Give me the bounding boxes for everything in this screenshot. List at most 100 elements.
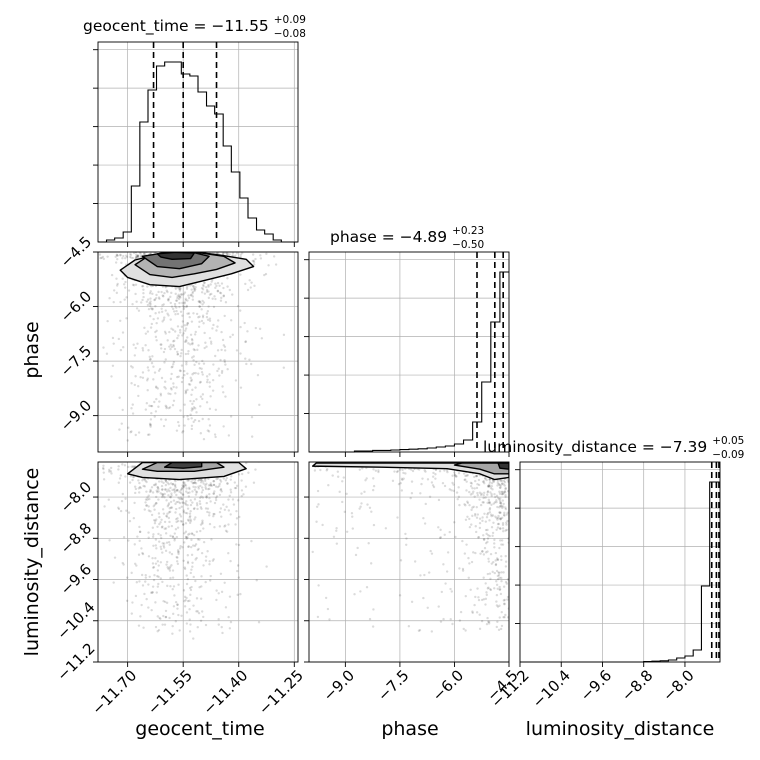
density-geocent-time-vs-luminosity-distance-sample-point — [194, 485, 197, 489]
density-geocent-time-vs-phase-sample-point — [199, 380, 202, 384]
density-phase-vs-luminosity-distance-contour-level — [497, 462, 509, 470]
density-phase-vs-luminosity-distance-sample-point — [537, 484, 539, 486]
density-geocent-time-vs-phase-sample-point — [178, 328, 182, 332]
density-phase-vs-luminosity-distance-sample-point — [472, 490, 475, 493]
density-geocent-time-vs-luminosity-distance-sample-point — [201, 522, 204, 525]
density-geocent-time-vs-luminosity-distance-sample-point — [175, 489, 178, 493]
density-phase-vs-luminosity-distance-sample-point — [515, 560, 517, 562]
density-geocent-time-vs-luminosity-distance-sample-point — [186, 512, 189, 515]
density-geocent-time-vs-phase-sample-point — [196, 247, 198, 249]
density-phase-vs-luminosity-distance-sample-point — [498, 604, 501, 607]
density-phase-vs-luminosity-distance-sample-point — [527, 499, 529, 501]
density-geocent-time-vs-phase-sample-point — [164, 418, 167, 421]
density-geocent-time-vs-luminosity-distance-sample-point — [265, 565, 268, 568]
density-geocent-time-vs-luminosity-distance-sample-point — [169, 486, 172, 490]
density-geocent-time-vs-phase-sample-point — [231, 333, 235, 336]
density-phase-vs-luminosity-distance-sample-point — [499, 592, 503, 596]
density-phase-vs-luminosity-distance-sample-point — [487, 534, 490, 537]
density-geocent-time-vs-luminosity-distance-sample-point — [202, 615, 205, 619]
density-phase-vs-luminosity-distance-sample-point — [351, 527, 354, 530]
density-geocent-time-vs-luminosity-distance-sample-point — [178, 547, 182, 550]
density-geocent-time-vs-phase-sample-point — [174, 392, 177, 395]
density-phase-vs-luminosity-distance-sample-point — [530, 511, 532, 513]
density-phase-vs-luminosity-distance-sample-point — [423, 522, 427, 525]
density-geocent-time-vs-phase-sample-point — [191, 295, 195, 298]
density-geocent-time-vs-phase-sample-point — [93, 260, 95, 262]
density-phase-vs-luminosity-distance-sample-point — [497, 628, 501, 632]
density-geocent-time-vs-phase-sample-point — [134, 283, 138, 286]
density-geocent-time-vs-phase-sample-point — [117, 337, 121, 341]
density-geocent-time-vs-luminosity-distance-sample-point — [151, 585, 155, 588]
density-geocent-time-vs-luminosity-distance-sample-point — [211, 559, 215, 562]
density-phase-vs-luminosity-distance-sample-point — [494, 515, 497, 518]
density-phase-vs-luminosity-distance-sample-point — [502, 483, 505, 486]
density-phase-vs-luminosity-distance-sample-point — [461, 567, 465, 571]
density-phase-vs-luminosity-distance-sample-point — [504, 529, 507, 532]
density-geocent-time-vs-phase-sample-point — [137, 384, 140, 388]
density-phase-vs-luminosity-distance-sample-point — [476, 513, 480, 516]
density-geocent-time-vs-phase-sample-point — [180, 348, 183, 352]
density-phase-vs-luminosity-distance-sample-point — [395, 470, 399, 474]
density-geocent-time-vs-phase-sample-point — [111, 364, 115, 367]
density-geocent-time-vs-luminosity-distance-sample-point — [133, 501, 136, 505]
density-geocent-time-vs-luminosity-distance-sample-point — [197, 479, 200, 482]
density-geocent-time-vs-luminosity-distance-sample-point — [112, 581, 115, 584]
density-geocent-time-vs-luminosity-distance-sample-point — [154, 625, 158, 629]
density-phase-vs-luminosity-distance-sample-point — [500, 504, 503, 508]
density-geocent-time-vs-luminosity-distance-sample-point — [183, 595, 187, 599]
density-geocent-time-vs-luminosity-distance-sample-point — [235, 484, 239, 488]
density-geocent-time-vs-phase-sample-point — [201, 359, 204, 363]
density-phase-vs-luminosity-distance-sample-point — [422, 516, 425, 520]
density-geocent-time-vs-luminosity-distance-sample-point — [162, 544, 165, 547]
density-phase-vs-luminosity-distance-sample-point — [505, 582, 509, 585]
density-geocent-time-vs-phase-sample-point — [115, 254, 119, 257]
density-phase-vs-luminosity-distance-sample-point — [481, 550, 484, 553]
density-geocent-time-vs-luminosity-distance-sample-point — [171, 535, 175, 538]
density-geocent-time-vs-phase-sample-point — [146, 366, 150, 369]
density-geocent-time-vs-luminosity-distance-sample-point — [223, 581, 226, 584]
density-geocent-time-vs-luminosity-distance-sample-point — [184, 502, 187, 505]
density-geocent-time-vs-luminosity-distance-sample-point — [195, 597, 199, 600]
density-geocent-time-vs-luminosity-distance-sample-point — [182, 523, 185, 526]
density-geocent-time-vs-luminosity-distance-sample-point — [182, 510, 186, 514]
density-phase-vs-luminosity-distance-sample-point — [506, 595, 509, 599]
density-phase-vs-luminosity-distance-sample-point — [484, 603, 487, 606]
x-axis-geocent-time-tick-label: −11.25 — [255, 666, 307, 718]
density-phase-vs-luminosity-distance-sample-point — [481, 480, 485, 484]
density-phase-vs-luminosity-distance-sample-point — [417, 629, 421, 632]
density-phase-vs-luminosity-distance-sample-point — [372, 523, 376, 527]
density-phase-vs-luminosity-distance-sample-point — [393, 470, 396, 473]
density-geocent-time-vs-phase-sample-point — [201, 303, 204, 306]
density-geocent-time-vs-luminosity-distance-sample-point — [131, 478, 134, 482]
density-geocent-time-vs-luminosity-distance-sample-point — [225, 476, 228, 480]
density-geocent-time-vs-luminosity-distance-sample-point — [234, 523, 237, 526]
density-geocent-time-vs-luminosity-distance-sample-point — [235, 509, 238, 513]
density-geocent-time-vs-phase-sample-point — [111, 336, 115, 340]
density-phase-vs-luminosity-distance-sample-point — [313, 469, 317, 472]
density-geocent-time-vs-phase-sample-point — [186, 352, 190, 355]
density-phase-vs-luminosity-distance-sample-point — [511, 518, 513, 520]
density-geocent-time-vs-luminosity-distance-sample-point — [197, 611, 201, 615]
density-phase-vs-luminosity-distance-sample-point — [491, 534, 494, 538]
density-geocent-time-vs-phase-sample-point — [201, 299, 204, 303]
density-phase-vs-luminosity-distance-sample-point — [474, 525, 477, 528]
density-phase-vs-luminosity-distance-sample-point — [499, 479, 502, 483]
density-phase-vs-luminosity-distance-sample-point — [510, 493, 512, 495]
density-geocent-time-vs-phase-sample-point — [184, 390, 188, 394]
density-phase-vs-luminosity-distance-sample-point — [466, 515, 469, 519]
density-geocent-time-vs-phase-sample-point — [223, 345, 227, 349]
density-phase-vs-luminosity-distance-sample-point — [541, 477, 543, 479]
density-geocent-time-vs-luminosity-distance-sample-point — [110, 472, 113, 475]
density-geocent-time-vs-phase-sample-point — [122, 254, 125, 258]
density-geocent-time-vs-phase-sample-point — [160, 347, 163, 350]
density-phase-vs-luminosity-distance-sample-point — [529, 472, 531, 474]
density-geocent-time-vs-luminosity-distance-sample-point — [188, 586, 192, 590]
density-geocent-time-vs-phase-sample-point — [192, 312, 195, 315]
density-geocent-time-vs-phase-sample-point — [223, 360, 227, 364]
density-geocent-time-vs-luminosity-distance-sample-point — [208, 514, 211, 517]
density-phase-vs-luminosity-distance-sample-point — [547, 501, 549, 503]
density-geocent-time-vs-phase-sample-point — [167, 314, 170, 317]
density-geocent-time-vs-luminosity-distance-sample-point — [240, 494, 243, 498]
density-geocent-time-vs-phase-sample-point — [151, 355, 154, 358]
density-phase-vs-luminosity-distance-sample-point — [331, 474, 334, 477]
